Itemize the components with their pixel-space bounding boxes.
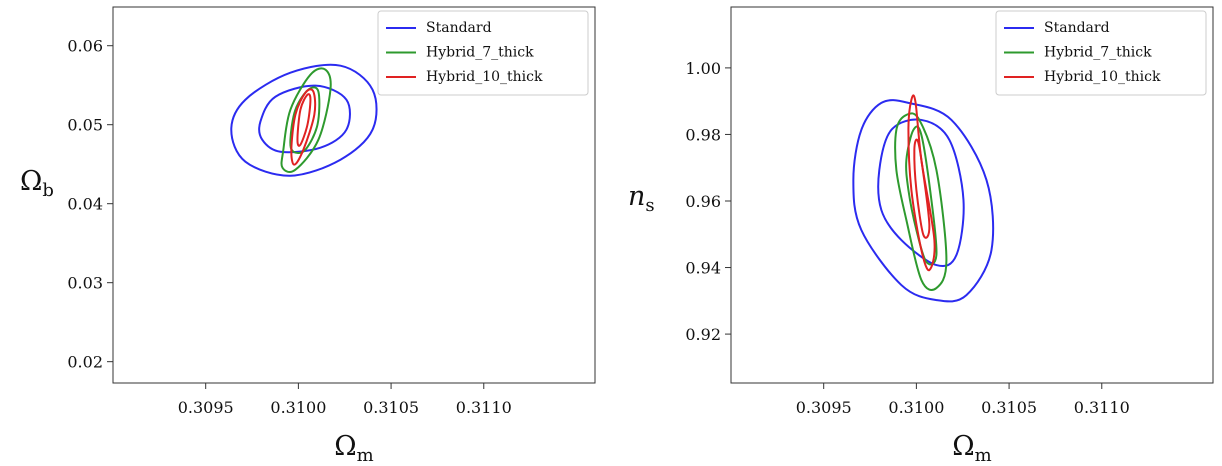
legend-label: Hybrid_7_thick <box>426 45 534 61</box>
y-tick-label: 0.96 <box>685 192 721 211</box>
x-tick-label: 0.3105 <box>981 398 1037 417</box>
y-label-symbol: n <box>628 181 645 212</box>
contour-line <box>852 99 995 303</box>
x-tick-label: 0.3110 <box>1074 398 1130 417</box>
x-axis-label: Ωm <box>952 431 991 466</box>
x-label-symbol: Ω <box>952 431 974 462</box>
legend-box <box>377 10 589 96</box>
legend-label: Standard <box>1044 20 1110 36</box>
contour-line <box>907 94 936 272</box>
y-axis-label: Ωb <box>20 166 54 201</box>
x-tick-label: 0.3100 <box>270 398 326 417</box>
legend-box <box>995 10 1207 96</box>
x-tick-label: 0.3095 <box>178 398 234 417</box>
y-tick-label: 0.94 <box>685 259 721 278</box>
y-tick-label: 0.02 <box>67 353 103 372</box>
contour-line <box>290 88 317 166</box>
contour-line <box>877 118 965 268</box>
y-label-subscript: b <box>42 180 54 201</box>
x-axis-label: Ωm <box>334 431 373 466</box>
y-tick-label: 1.00 <box>685 59 721 78</box>
contour-line <box>296 93 312 147</box>
legend-label: Standard <box>426 20 492 36</box>
y-tick-label: 0.04 <box>67 195 103 214</box>
plot: 0.3095 0.3100 0.3105 0.3110 0.92 0.94 0.96 0.98… <box>628 6 1214 466</box>
legend-label: Hybrid_10_thick <box>426 69 543 85</box>
contour-line <box>230 63 378 177</box>
contour-line <box>894 112 948 291</box>
plot-frame <box>112 6 596 384</box>
contour-line <box>258 84 351 154</box>
y-tick-label: 0.98 <box>685 125 721 144</box>
y-label-symbol: Ω <box>20 166 42 197</box>
legend-label: Hybrid_10_thick <box>1044 69 1161 85</box>
y-axis-label: ns <box>628 181 655 216</box>
plot: 0.3095 0.3100 0.3105 0.3110 0.02 0.03 0.04 0.05… <box>20 6 596 466</box>
contour-line <box>913 138 931 239</box>
x-label-symbol: Ω <box>334 431 356 462</box>
y-tick-label: 0.06 <box>67 37 103 56</box>
x-label-subscript: m <box>975 445 992 466</box>
x-label-subscript: m <box>357 445 374 466</box>
y-label-subscript: s <box>645 195 654 216</box>
y-tick-label: 0.05 <box>67 116 103 135</box>
x-tick-label: 0.3095 <box>796 398 852 417</box>
contour-line <box>280 67 332 173</box>
contour-line <box>905 125 938 266</box>
y-tick-label: 0.03 <box>67 274 103 293</box>
x-tick-label: 0.3110 <box>456 398 512 417</box>
plot-frame <box>730 6 1214 384</box>
x-tick-label: 0.3105 <box>363 398 419 417</box>
legend-label: Hybrid_7_thick <box>1044 45 1152 61</box>
x-tick-label: 0.3100 <box>888 398 944 417</box>
y-tick-label: 0.92 <box>685 325 721 344</box>
contour-line <box>289 86 321 154</box>
